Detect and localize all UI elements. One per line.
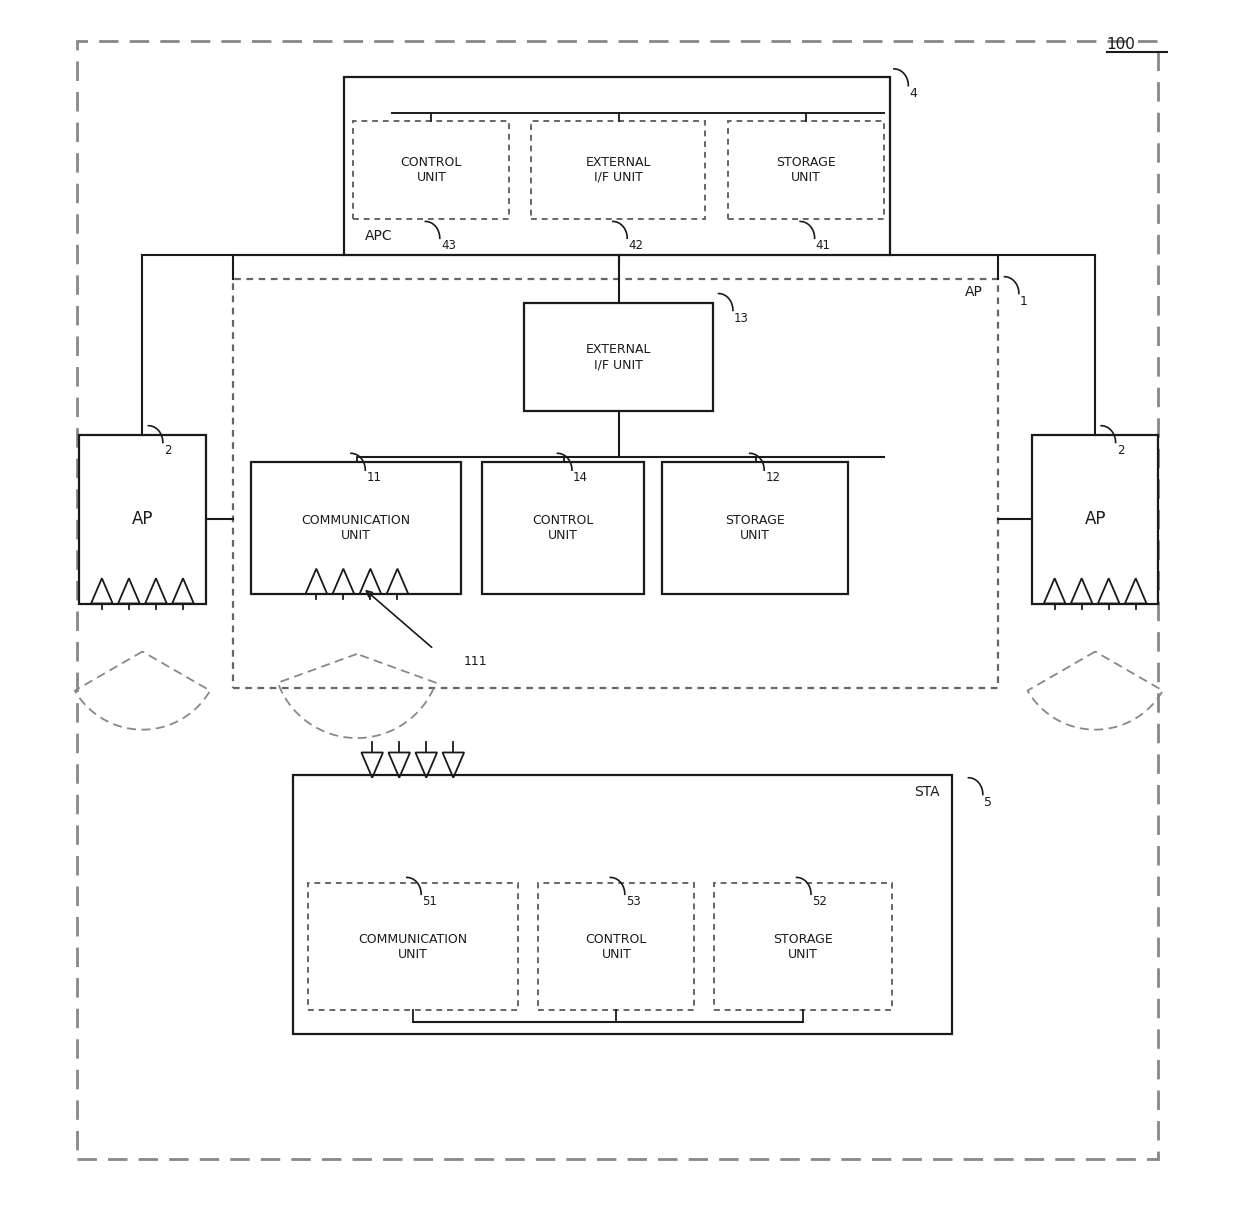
FancyBboxPatch shape [343,77,890,255]
Text: CONTROL
UNIT: CONTROL UNIT [532,514,594,542]
FancyBboxPatch shape [233,279,998,688]
Text: EXTERNAL
I/F UNIT: EXTERNAL I/F UNIT [585,156,651,183]
FancyBboxPatch shape [714,884,892,1009]
Text: COMMUNICATION
UNIT: COMMUNICATION UNIT [358,933,467,961]
Text: 52: 52 [812,896,827,909]
Text: 51: 51 [423,896,438,909]
Text: 42: 42 [629,239,644,252]
Text: 12: 12 [765,472,780,484]
Text: EXTERNAL
I/F UNIT: EXTERNAL I/F UNIT [585,343,651,372]
Text: STORAGE
UNIT: STORAGE UNIT [725,514,785,542]
Text: AP: AP [131,511,154,529]
Text: 11: 11 [367,472,382,484]
FancyBboxPatch shape [293,775,951,1033]
Text: 4: 4 [910,87,918,100]
Text: 1: 1 [1021,295,1028,308]
Text: CONTROL
UNIT: CONTROL UNIT [585,933,647,961]
Text: 2: 2 [1117,444,1125,456]
Text: 13: 13 [734,311,749,325]
FancyBboxPatch shape [1032,436,1158,604]
FancyBboxPatch shape [523,303,713,412]
FancyBboxPatch shape [308,884,518,1009]
FancyBboxPatch shape [353,121,510,218]
FancyBboxPatch shape [252,462,461,594]
Text: CONTROL
UNIT: CONTROL UNIT [401,156,463,183]
Text: AP: AP [965,285,983,299]
Text: STORAGE
UNIT: STORAGE UNIT [776,156,836,183]
Text: 53: 53 [626,896,641,909]
Text: STORAGE
UNIT: STORAGE UNIT [773,933,832,961]
FancyBboxPatch shape [728,121,884,218]
FancyBboxPatch shape [538,884,694,1009]
FancyBboxPatch shape [79,436,206,604]
Text: 2: 2 [164,444,171,456]
Text: 5: 5 [985,795,992,809]
Text: 14: 14 [573,472,588,484]
Text: STA: STA [914,785,940,799]
Text: 41: 41 [816,239,831,252]
Text: AP: AP [1085,511,1106,529]
FancyBboxPatch shape [531,121,706,218]
FancyBboxPatch shape [662,462,848,594]
Text: APC: APC [366,229,393,243]
Text: 100: 100 [1106,37,1136,52]
Text: COMMUNICATION
UNIT: COMMUNICATION UNIT [301,514,410,542]
FancyBboxPatch shape [482,462,644,594]
Text: 111: 111 [464,654,487,667]
Text: 43: 43 [441,239,456,252]
